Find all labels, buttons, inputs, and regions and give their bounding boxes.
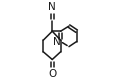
Text: N: N [48,2,56,12]
Text: N: N [53,36,61,46]
Text: O: O [48,69,56,79]
